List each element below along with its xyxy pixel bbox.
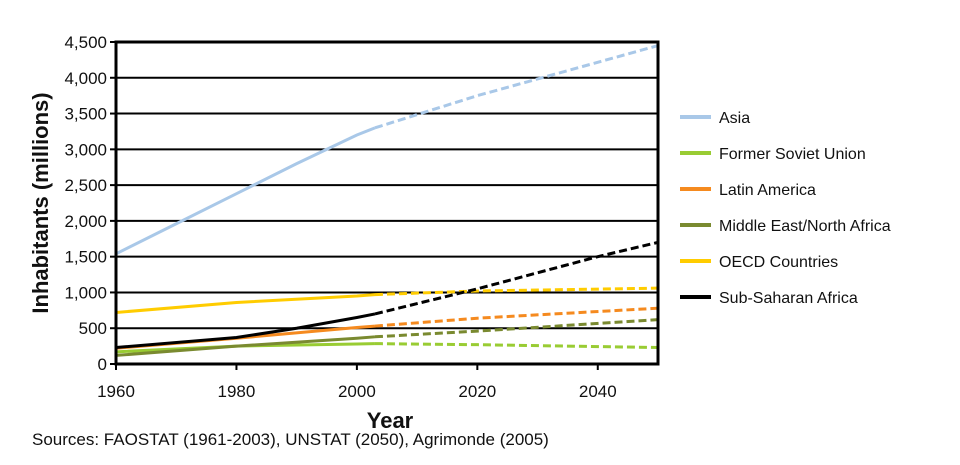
- x-tick-label: 2000: [338, 382, 376, 401]
- legend-label: Former Soviet Union: [719, 146, 866, 163]
- legend-label: Latin America: [719, 182, 816, 199]
- x-axis-label: Year: [367, 408, 414, 430]
- line-chart: 0 500 1,000 1,500 2,000 2,500 3,000 3,500 4,000 4…: [28, 33, 891, 430]
- y-tick-label: 0: [98, 355, 107, 374]
- source-note: Sources: FAOSTAT (1961-2003), UNSTAT (20…: [32, 430, 549, 449]
- y-tick-label: 2,000: [64, 212, 107, 231]
- legend-label: OECD Countries: [719, 254, 838, 271]
- y-tick-label: 2,500: [64, 176, 107, 195]
- series-line-observed: [115, 293, 376, 314]
- series-line-observed: [115, 312, 376, 350]
- series-line-projected: [374, 306, 659, 328]
- y-tick-label: 500: [79, 319, 107, 338]
- x-tick-label: 1980: [218, 382, 256, 401]
- y-tick-label: 4,000: [64, 69, 107, 88]
- x-tick-label: 2040: [579, 382, 617, 401]
- y-tick-label: 4,500: [64, 33, 107, 52]
- series-line-observed: [115, 342, 375, 354]
- series-line-projected: [374, 240, 659, 316]
- y-axis-label: Inhabitants (millions): [28, 92, 53, 313]
- y-tick-label: 1,500: [64, 248, 107, 267]
- y-tick-label: 3,000: [64, 140, 107, 159]
- y-tick-label: 3,500: [64, 105, 107, 124]
- series-line-projected: [374, 286, 659, 297]
- series-line-projected: [374, 342, 659, 350]
- series-line-observed: [115, 335, 376, 357]
- series-line-projected: [374, 318, 659, 339]
- x-tick-label: 1960: [97, 382, 135, 401]
- series-line-projected: [374, 44, 659, 130]
- plot-frame: [114, 40, 660, 366]
- series-line-observed: [115, 126, 376, 256]
- x-tick-label: 2020: [458, 382, 496, 401]
- legend-label: Sub-Saharan Africa: [719, 290, 858, 307]
- legend-label: Middle East/North Africa: [719, 218, 891, 235]
- legend-label: Asia: [719, 110, 750, 127]
- y-tick-label: 1,000: [64, 283, 107, 302]
